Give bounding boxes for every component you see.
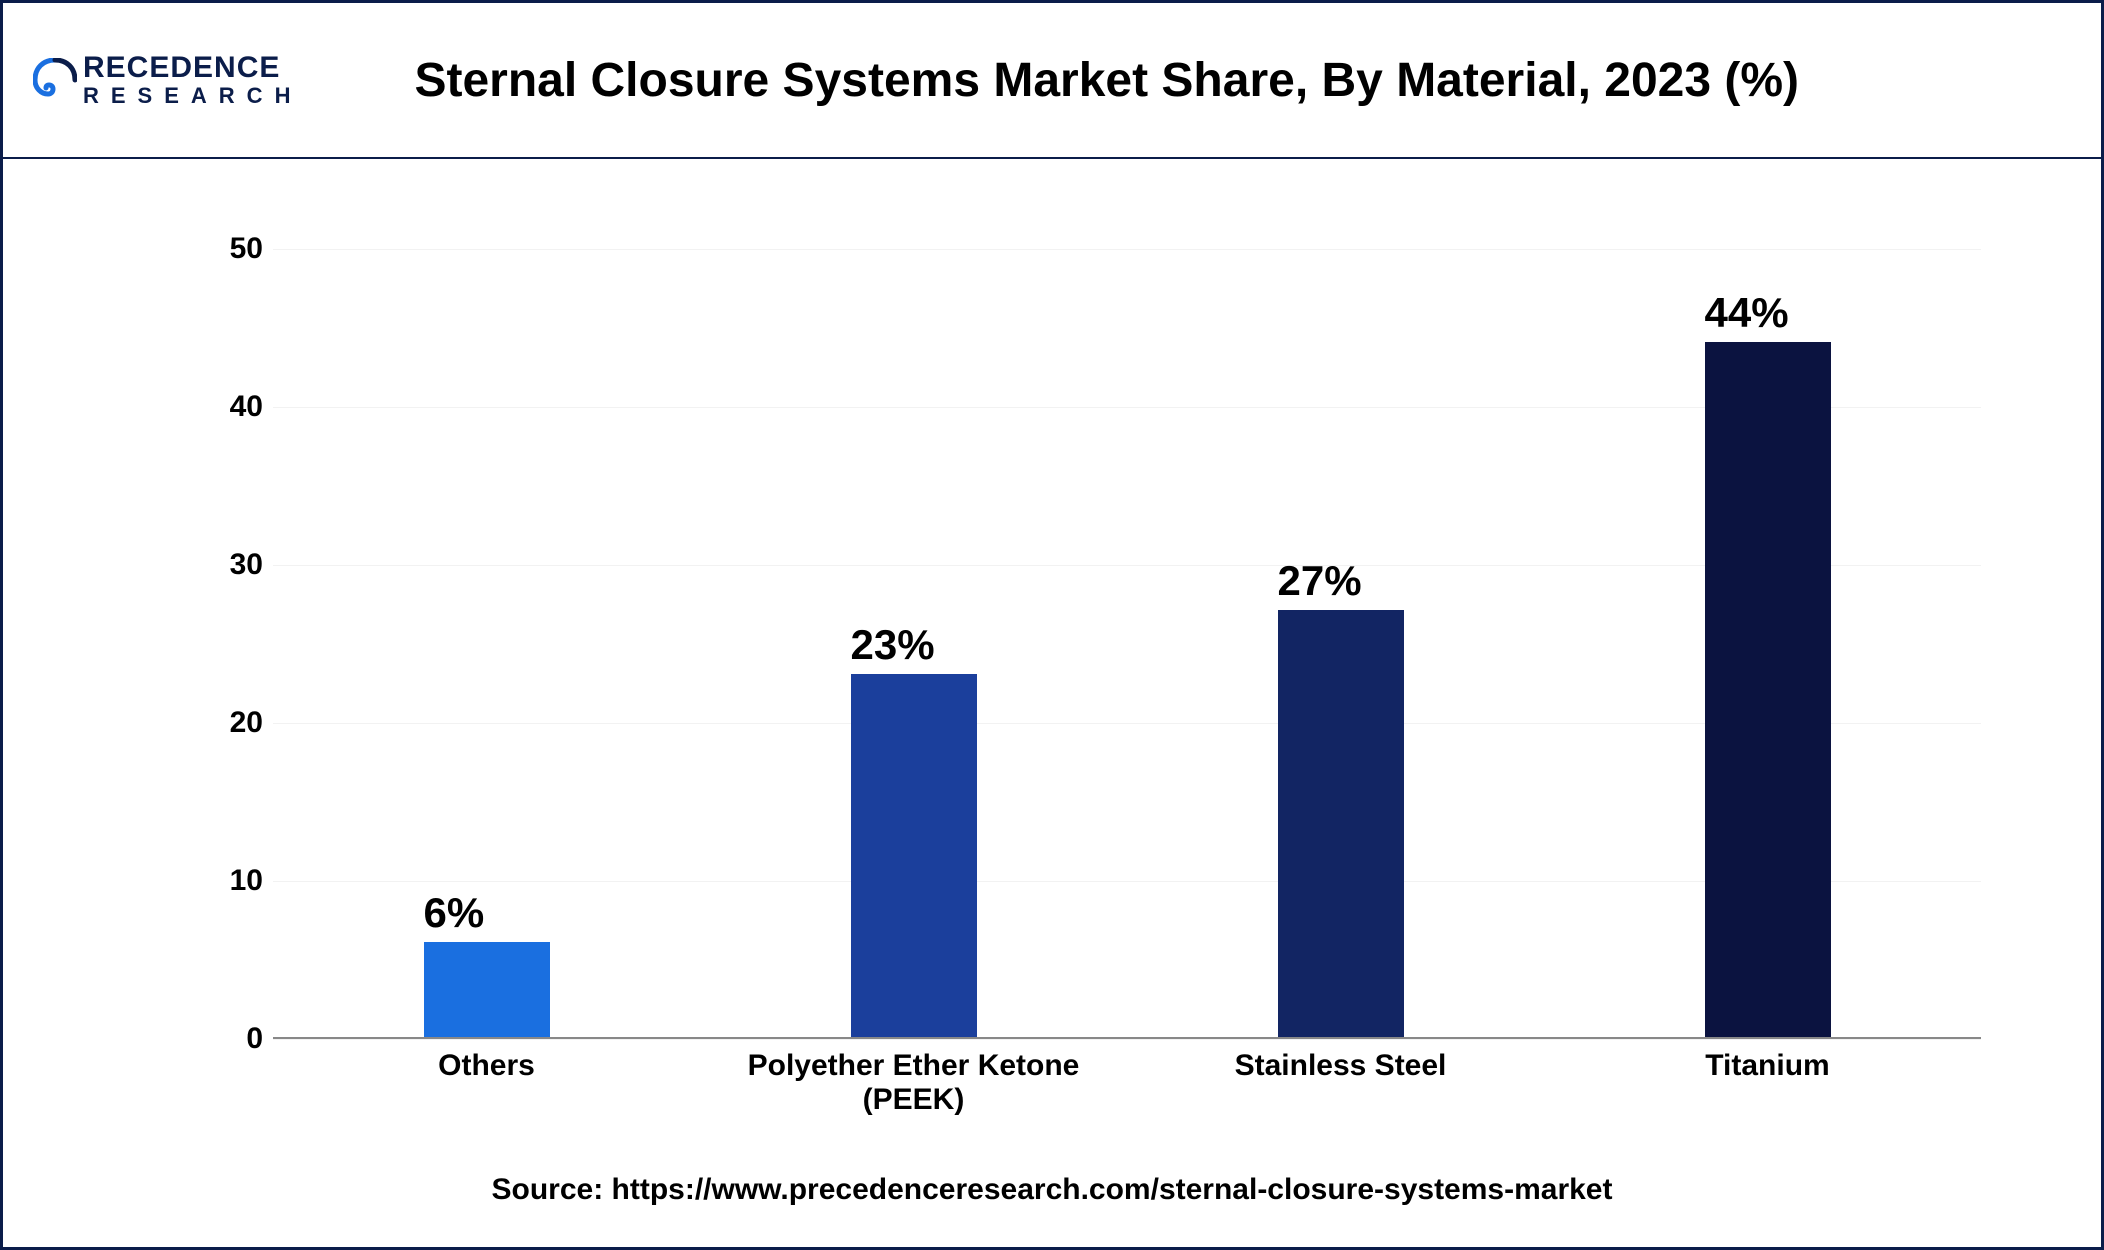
y-tick-label: 30: [203, 548, 263, 582]
logo-line2: RESEARCH: [83, 85, 302, 107]
title-wrap: Sternal Closure Systems Market Share, By…: [302, 53, 2071, 108]
bar-value-label: 44%: [1705, 289, 1789, 337]
y-tick-label: 40: [203, 390, 263, 424]
chart-container: RECEDENCE RESEARCH Sternal Closure Syste…: [0, 0, 2104, 1250]
x-category-label: Polyether Ether Ketone (PEEK): [700, 1049, 1127, 1117]
bars-group: 6% 23% 27% 44%: [273, 249, 1981, 1037]
bar: 27%: [1278, 610, 1404, 1037]
bar: 44%: [1705, 342, 1831, 1037]
bar-slot: 6%: [273, 942, 700, 1037]
x-category-label: Others: [273, 1049, 700, 1117]
bar-value-label: 6%: [424, 889, 485, 937]
logo-mark-icon: [33, 58, 77, 102]
x-category-label: Stainless Steel: [1127, 1049, 1554, 1117]
bar: 6%: [424, 942, 550, 1037]
y-tick-label: 0: [203, 1022, 263, 1056]
x-category-label: Titanium: [1554, 1049, 1981, 1117]
chart-title: Sternal Closure Systems Market Share, By…: [302, 53, 1911, 108]
y-tick-label: 50: [203, 232, 263, 266]
x-axis-labels: OthersPolyether Ether Ketone (PEEK)Stain…: [273, 1049, 1981, 1117]
logo: RECEDENCE RESEARCH: [33, 53, 302, 107]
bar-slot: 44%: [1554, 342, 1981, 1037]
gridline: [273, 1039, 1981, 1040]
bar-value-label: 27%: [1278, 558, 1362, 606]
bar-slot: 27%: [1127, 610, 1554, 1037]
logo-line1: RECEDENCE: [83, 53, 302, 83]
y-tick-label: 20: [203, 706, 263, 740]
bar: 23%: [851, 674, 977, 1037]
plot-area: 6% 23% 27% 44% 0 10 20 30 40 50 OthersPolyether …: [3, 159, 2101, 1173]
logo-text: RECEDENCE RESEARCH: [83, 53, 302, 107]
source-citation: Source: https://www.precedenceresearch.c…: [3, 1173, 2101, 1247]
x-axis: [273, 1037, 1981, 1039]
y-tick-label: 10: [203, 864, 263, 898]
bar-slot: 23%: [700, 674, 1127, 1037]
bar-value-label: 23%: [851, 621, 935, 669]
bar-chart: 6%23%27%44% 01020304050: [203, 249, 1981, 1039]
header: RECEDENCE RESEARCH Sternal Closure Syste…: [3, 3, 2101, 159]
